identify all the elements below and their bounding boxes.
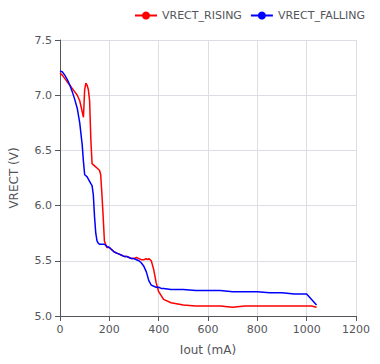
svg-text:400: 400 xyxy=(148,323,169,336)
svg-text:VRECT_RISING: VRECT_RISING xyxy=(162,9,242,22)
svg-text:Iout (mA): Iout (mA) xyxy=(180,343,236,357)
svg-text:1000: 1000 xyxy=(293,323,321,336)
svg-text:600: 600 xyxy=(198,323,219,336)
svg-text:VRECT (V): VRECT (V) xyxy=(7,147,21,208)
svg-text:5.0: 5.0 xyxy=(35,310,53,323)
svg-text:200: 200 xyxy=(99,323,120,336)
svg-text:5.5: 5.5 xyxy=(35,254,53,267)
svg-text:1200: 1200 xyxy=(342,323,370,336)
svg-text:800: 800 xyxy=(247,323,268,336)
svg-text:7.0: 7.0 xyxy=(35,89,53,102)
svg-text:6.0: 6.0 xyxy=(35,199,53,212)
svg-text:7.5: 7.5 xyxy=(35,34,53,47)
svg-text:0: 0 xyxy=(57,323,64,336)
svg-text:6.5: 6.5 xyxy=(35,144,53,157)
svg-text:VRECT_FALLING: VRECT_FALLING xyxy=(278,9,365,22)
